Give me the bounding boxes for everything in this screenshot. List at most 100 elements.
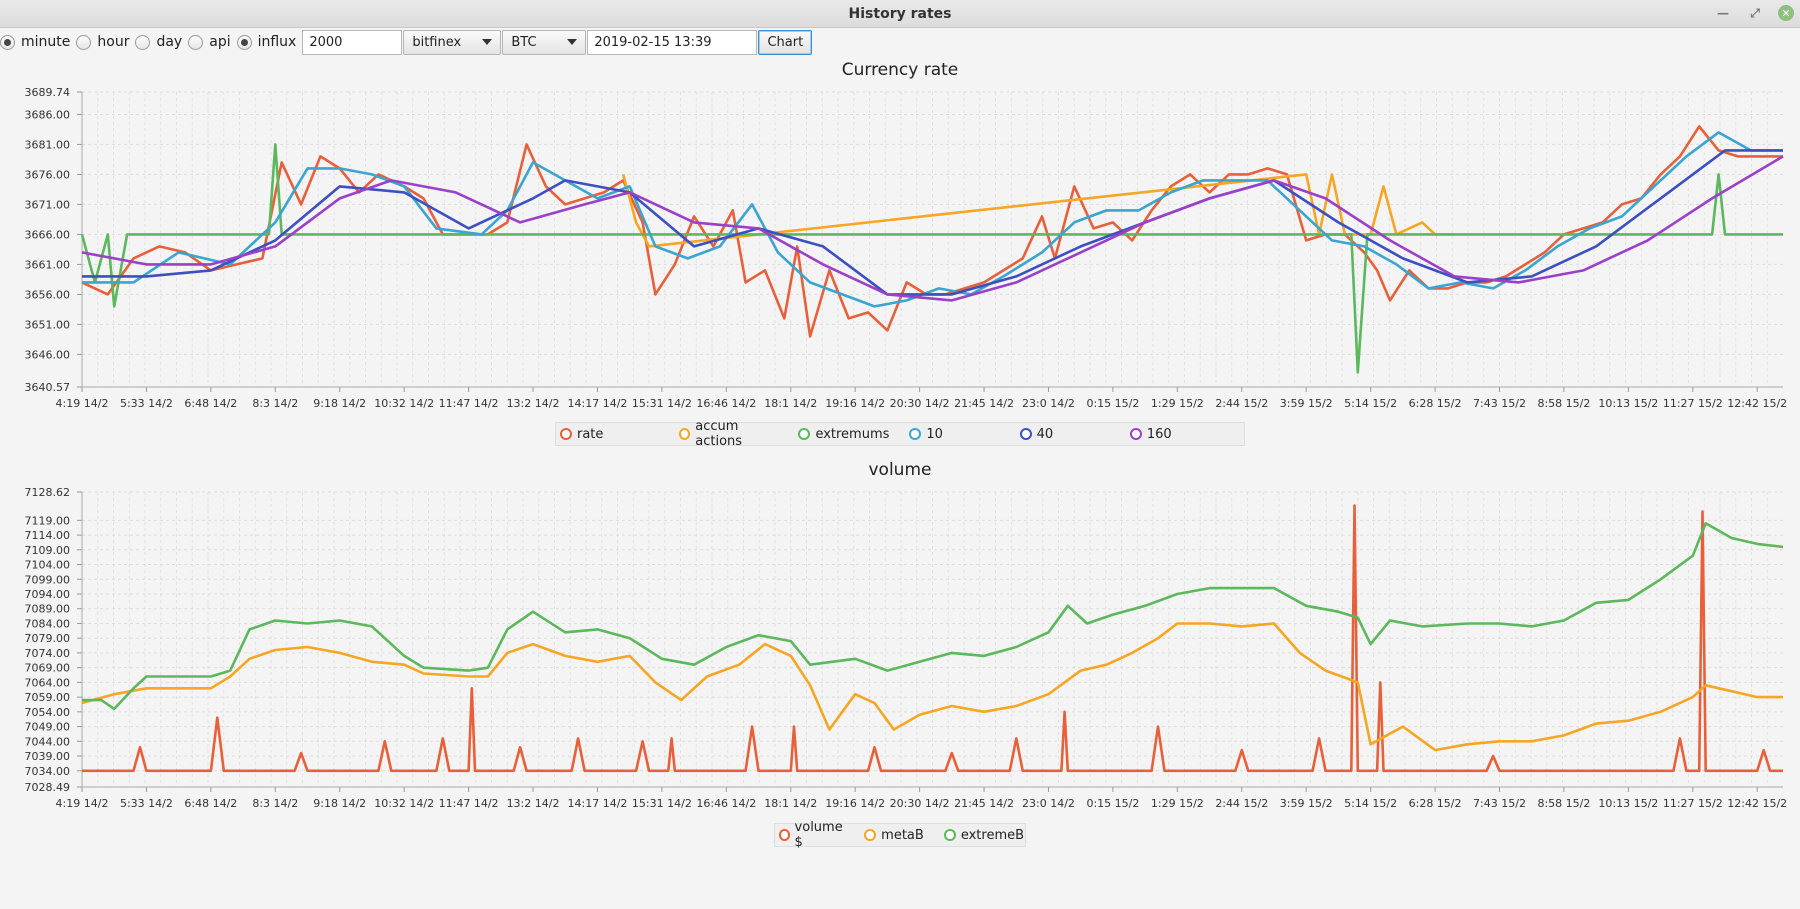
x-tick-label: 5:14 15/2 (1344, 397, 1397, 410)
y-tick-label: 3689.74 (25, 86, 71, 99)
x-tick-label: 6:48 14/2 (184, 397, 237, 410)
maximize-icon[interactable]: ⤢ (1750, 5, 1760, 20)
window-controls: — ⤢ ✕ (1714, 4, 1794, 22)
radio-indicator[interactable] (135, 34, 151, 50)
legend-item: volume $ (779, 820, 844, 850)
x-tick-label: 3:59 15/2 (1280, 797, 1333, 810)
radio-hour[interactable]: hour (76, 34, 135, 50)
y-tick-label: 7034.00 (25, 765, 71, 778)
x-tick-label: 23:0 14/2 (1022, 797, 1075, 810)
window-titlebar: History rates — ⤢ ✕ (0, 0, 1800, 28)
y-tick-label: 7128.62 (25, 486, 71, 499)
currency-select[interactable]: BTC (502, 29, 587, 55)
y-tick-label: 7044.00 (25, 735, 71, 748)
y-tick-label: 3656.00 (25, 288, 71, 301)
legend-label: 40 (1036, 426, 1054, 442)
series-line-metab (81, 622, 1783, 752)
y-tick-label: 7079.00 (25, 632, 71, 645)
y-tick-label: 7094.00 (25, 588, 71, 601)
x-tick-label: 2:44 15/2 (1215, 397, 1268, 410)
legend-label: rate (577, 426, 604, 442)
chevron-down-icon (567, 39, 578, 45)
y-tick-label: 7099.00 (25, 573, 71, 586)
radio-api[interactable]: api (188, 34, 236, 50)
x-tick-label: 15:31 14/2 (632, 397, 692, 410)
x-tick-label: 3:59 15/2 (1280, 397, 1333, 410)
x-tick-label: 8:58 15/2 (1537, 797, 1590, 810)
y-tick-label: 3666.00 (25, 228, 71, 241)
x-tick-label: 4:19 14/2 (56, 397, 109, 410)
radio-indicator[interactable] (188, 34, 204, 50)
x-tick-label: 16:46 14/2 (696, 797, 756, 810)
x-tick-label: 11:27 15/2 (1663, 797, 1723, 810)
x-tick-label: 11:27 15/2 (1663, 397, 1723, 410)
count-input[interactable]: 2000 (302, 29, 403, 55)
radio-indicator[interactable] (0, 34, 15, 50)
radio-label: hour (97, 34, 130, 50)
x-tick-label: 20:30 14/2 (890, 797, 950, 810)
radio-indicator[interactable] (76, 34, 92, 50)
legend-item: rate (560, 427, 659, 442)
x-tick-label: 14:17 14/2 (568, 797, 628, 810)
y-tick-label: 7039.00 (25, 750, 71, 763)
x-tick-label: 2:44 15/2 (1215, 797, 1268, 810)
close-icon[interactable]: ✕ (1778, 5, 1794, 21)
y-tick-label: 3681.00 (25, 138, 71, 151)
radio-influx[interactable]: influx (236, 34, 303, 50)
radio-minute[interactable]: minute (0, 34, 76, 50)
chart-button[interactable]: Chart (758, 29, 813, 55)
legend-item: 10 (909, 427, 999, 442)
x-tick-label: 5:33 14/2 (120, 397, 173, 410)
x-tick-label: 8:3 14/2 (252, 797, 298, 810)
legend-item: accum actions (679, 419, 778, 449)
legend-symbol-icon (1129, 428, 1142, 440)
y-tick-label: 3661.00 (25, 258, 71, 271)
currency-select-value: BTC (511, 34, 537, 50)
radio-label: day (156, 34, 183, 50)
chevron-down-icon (482, 39, 493, 45)
x-tick-label: 12:42 15/2 (1727, 397, 1787, 410)
exchange-select-value: bitfinex (412, 34, 462, 50)
radio-day[interactable]: day (135, 34, 188, 50)
y-tick-label: 7028.49 (25, 781, 71, 794)
rate-chart-legend: rate accum actions extremums 10 40 160 (555, 419, 1245, 449)
x-tick-label: 11:47 14/2 (439, 397, 499, 410)
legend-symbol-icon (798, 428, 811, 440)
x-tick-label: 11:47 14/2 (439, 797, 499, 810)
legend-symbol-icon (679, 428, 691, 440)
series-line-160 (81, 155, 1784, 302)
series-line-volume- (82, 504, 1783, 773)
radio-indicator[interactable] (236, 34, 252, 50)
legend-symbol-icon (779, 829, 790, 841)
x-tick-label: 16:46 14/2 (696, 397, 756, 410)
legend-symbol-icon (560, 428, 572, 440)
x-tick-label: 4:19 14/2 (56, 797, 109, 810)
x-tick-label: 23:0 14/2 (1022, 397, 1075, 410)
x-tick-label: 9:18 14/2 (313, 797, 366, 810)
y-tick-label: 3686.00 (25, 108, 71, 121)
x-tick-label: 6:28 15/2 (1409, 797, 1462, 810)
legend-symbol-icon (909, 428, 922, 440)
x-tick-label: 5:14 15/2 (1344, 797, 1397, 810)
y-tick-label: 7054.00 (25, 706, 71, 719)
x-tick-label: 1:29 15/2 (1151, 397, 1204, 410)
minimize-icon[interactable]: — (1717, 6, 1729, 20)
legend-item: metaB (864, 828, 924, 843)
x-tick-label: 10:13 15/2 (1598, 397, 1658, 410)
datetime-input[interactable]: 2019-02-15 13:39 (587, 29, 758, 55)
x-tick-label: 18:1 14/2 (764, 397, 817, 410)
y-tick-label: 3651.00 (25, 318, 71, 331)
x-tick-label: 20:30 14/2 (890, 397, 950, 410)
rate-chart: 3689.74 3686.00 3681.00 3676.00 3671.00 3666.… (25, 86, 1788, 410)
y-tick-label: 7089.00 (25, 603, 71, 616)
x-tick-label: 10:13 15/2 (1598, 797, 1658, 810)
legend-item: extremums (798, 427, 889, 442)
exchange-select[interactable]: bitfinex (403, 29, 502, 55)
legend-item: extremeB (943, 828, 1024, 843)
y-tick-label: 7084.00 (25, 617, 71, 630)
x-tick-label: 0:15 15/2 (1086, 397, 1139, 410)
y-tick-label: 7114.00 (25, 529, 71, 542)
legend-item: 160 (1129, 427, 1220, 442)
legend-symbol-icon (864, 829, 877, 841)
x-tick-label: 19:16 14/2 (825, 397, 885, 410)
